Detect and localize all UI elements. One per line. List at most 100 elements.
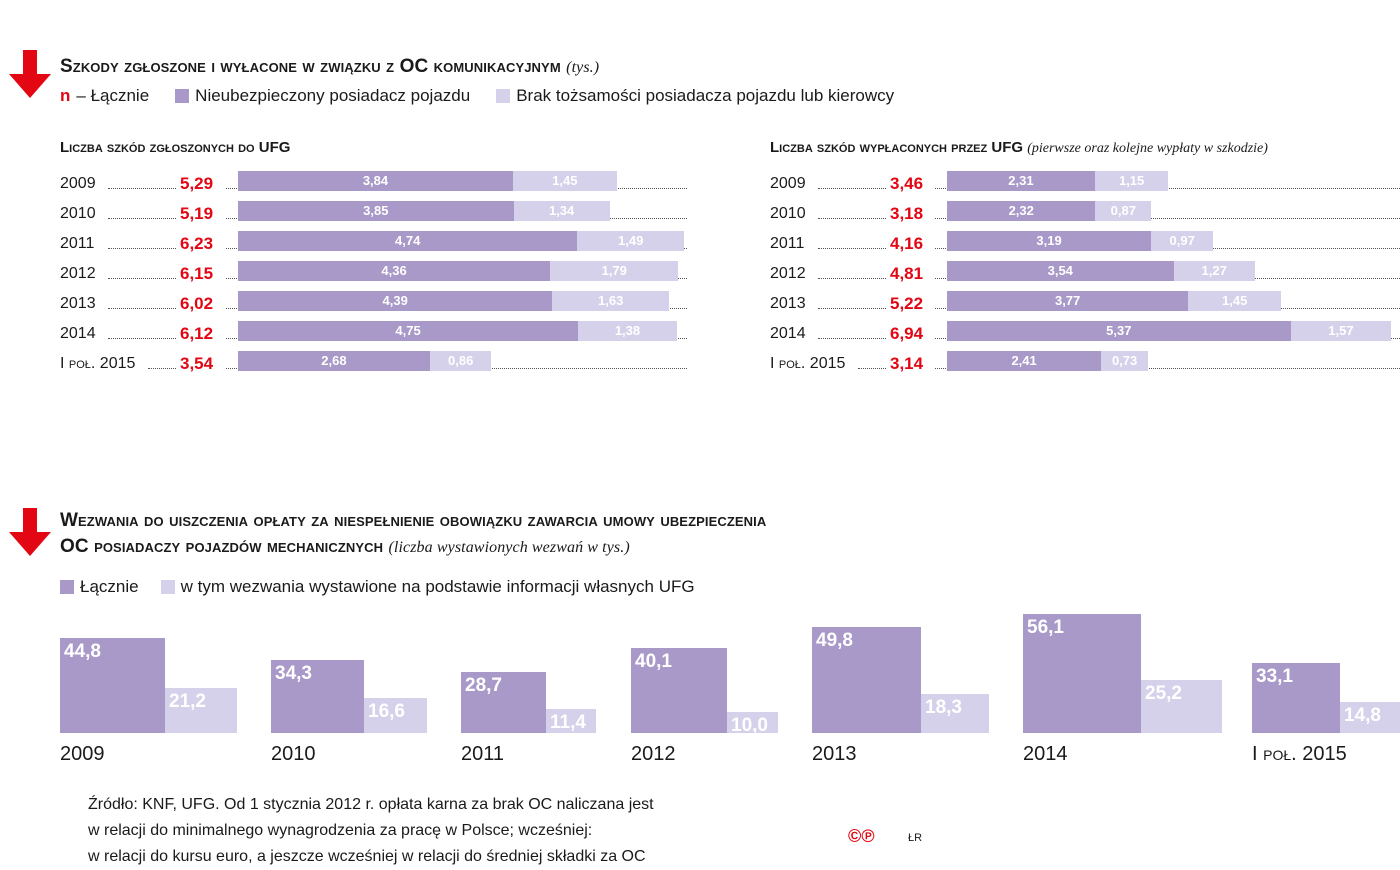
leader-dots — [108, 218, 176, 219]
bar-segment-uninsured: 5,37 — [947, 321, 1291, 341]
bar-segment-unidentified: 1,27 — [1173, 261, 1255, 281]
bar-segment-uninsured: 2,32 — [947, 201, 1096, 221]
chart2-title: Liczba szkód wypłaconych przez UFG (pier… — [770, 139, 1268, 156]
bar-segment-unidentified: 1,49 — [577, 231, 685, 251]
total-label: 6,15 — [180, 264, 214, 283]
bar-row: 2009 3,46 2,31 1,15 — [770, 171, 1400, 201]
total-label: 5,22 — [890, 294, 924, 313]
total-label: 4,81 — [890, 264, 924, 283]
category-label: 2010 — [770, 205, 806, 222]
legend-light: Brak tożsamości posiadacza pojazdu lub k… — [516, 86, 895, 105]
category-label: 2012 — [770, 265, 806, 282]
leader-dots — [108, 188, 176, 189]
bar-row: 2012 4,81 3,54 1,27 — [770, 261, 1400, 291]
leader-dots — [108, 308, 176, 309]
category-label: I poł. 2015 — [770, 355, 846, 372]
bar-row: I poł. 2015 3,14 2,41 0,73 — [770, 351, 1400, 381]
category-label: 2009 — [770, 175, 806, 192]
legend-total: – Łącznie — [76, 86, 150, 105]
leader-dots — [818, 218, 886, 219]
bar-segment-unidentified: 0,97 — [1151, 231, 1214, 251]
bar-row: 2010 3,18 2,32 0,87 — [770, 201, 1400, 231]
bar-segment-unidentified: 1,34 — [513, 201, 610, 221]
bar-row: 2013 5,22 3,77 1,45 — [770, 291, 1400, 321]
total-label: 3,18 — [890, 204, 924, 223]
bar-row: 2014 6,94 5,37 1,57 — [770, 321, 1400, 351]
total-label: 3,46 — [890, 174, 924, 193]
bar-segment-uninsured: 4,74 — [238, 231, 578, 251]
section2-title-line2: OC posiadaczy pojazdów mechanicznych (li… — [60, 536, 630, 557]
chart2: 2009 3,46 2,31 1,15 2010 3,18 2,32 0,87 2011 4,16… — [770, 171, 1400, 391]
bar-ufg-own: 25,2 — [1141, 679, 1222, 733]
x-tick-label: 2011 — [461, 743, 505, 765]
bar-total: 28,7 — [461, 672, 546, 733]
legend-swatch-light — [496, 89, 511, 103]
legend-dark: Nieubezpieczony posiadacz pojazdu — [195, 86, 471, 105]
x-tick-label: 2012 — [631, 743, 676, 765]
chart1-title: Liczba szkód zgłoszonych do UFG — [60, 139, 291, 156]
leader-dots — [818, 278, 886, 279]
bar-total: 34,3 — [271, 660, 364, 733]
leader-dots — [108, 278, 176, 279]
chart3: 44,8 21,2 2009 34,3 16,6 2010 28,7 11,4 2011 40,1… — [60, 614, 1400, 765]
author-initials: ŁR — [908, 832, 923, 844]
bar-row: 2012 6,15 4,36 1,79 — [60, 261, 690, 291]
source-line: w relacji do kursu euro, a jeszcze wcześ… — [88, 848, 646, 865]
category-label: I poł. 2015 — [60, 355, 136, 372]
leader-dots — [818, 338, 886, 339]
category-label: 2011 — [770, 235, 805, 252]
bar-ufg-own: 11,4 — [546, 708, 596, 733]
total-label: 6,12 — [180, 324, 214, 343]
total-label: 3,54 — [180, 354, 214, 373]
bar-segment-uninsured: 4,39 — [238, 291, 553, 311]
leader-dots — [935, 218, 1400, 219]
bar-segment-unidentified: 0,73 — [1101, 351, 1148, 371]
bar-segment-uninsured: 2,41 — [947, 351, 1102, 371]
category-label: 2011 — [60, 235, 95, 252]
down-arrow-icon — [9, 508, 51, 556]
bar-segment-uninsured: 3,85 — [238, 201, 514, 221]
down-arrow-icon — [9, 50, 51, 98]
bar-segment-unidentified: 1,45 — [1188, 291, 1282, 311]
legend-total-marker: n — [60, 86, 71, 105]
bar-ufg-own: 10,0 — [727, 711, 778, 736]
category-label: 2014 — [60, 325, 96, 342]
bar-row: I poł. 2015 3,54 2,68 0,86 — [60, 351, 690, 381]
bar-segment-unidentified: 1,15 — [1094, 171, 1169, 191]
chart1: 2009 5,29 3,84 1,45 2010 5,19 3,85 1,34 2011 6,23… — [60, 171, 690, 391]
total-label: 6,23 — [180, 234, 214, 253]
category-label: 2013 — [770, 295, 806, 312]
legend-swatch-light — [160, 580, 175, 594]
bar-ufg-own: 14,8 — [1340, 701, 1400, 733]
bar-total: 44,8 — [60, 638, 165, 733]
bar-ufg-own: 18,3 — [921, 694, 989, 733]
legend-dark: Łącznie — [80, 577, 139, 596]
leader-dots — [818, 248, 886, 249]
copyright-logo: ©℗ — [848, 826, 875, 846]
category-label: 2010 — [60, 205, 96, 222]
leader-dots — [108, 248, 176, 249]
section1-legend: n – Łącznie Nieubezpieczony posiadacz po… — [60, 86, 894, 106]
total-label: 5,19 — [180, 204, 214, 223]
section2-title-line1: Wezwania do uiszczenia opłaty za niespeł… — [60, 510, 767, 531]
category-label: 2012 — [60, 265, 96, 282]
bar-row: 2011 6,23 4,74 1,49 — [60, 231, 690, 261]
category-label: 2009 — [60, 175, 96, 192]
total-label: 5,29 — [180, 174, 214, 193]
section1-title: Szkody zgłoszone i wyłacone w związku z … — [60, 56, 600, 77]
bar-row: 2013 6,02 4,39 1,63 — [60, 291, 690, 321]
total-label: 6,94 — [890, 324, 924, 343]
bar-ufg-own: 21,2 — [165, 688, 237, 733]
section2-legend: Łącznie w tym wezwania wystawione na pod… — [60, 577, 695, 597]
bar-segment-unidentified: 1,57 — [1290, 321, 1392, 341]
bar-segment-unidentified: 1,45 — [512, 171, 617, 191]
leader-dots — [858, 368, 886, 369]
bar-total: 40,1 — [631, 647, 727, 733]
leader-dots — [108, 338, 176, 339]
bar-ufg-own: 16,6 — [364, 697, 427, 733]
source-line: w relacji do minimalnego wynagrodzenia z… — [88, 822, 593, 839]
legend-swatch-dark — [175, 89, 190, 103]
x-tick-label: 2014 — [1023, 743, 1068, 765]
leader-dots — [818, 188, 886, 189]
leader-dots — [818, 308, 886, 309]
